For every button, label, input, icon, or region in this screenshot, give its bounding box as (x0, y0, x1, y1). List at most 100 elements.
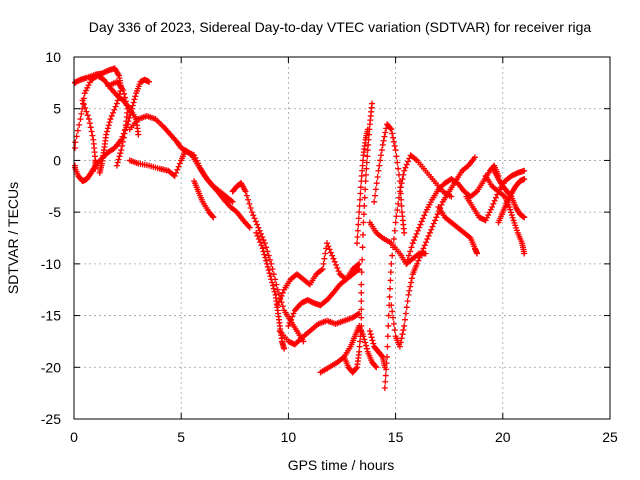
y-tick-label: -15 (41, 308, 61, 324)
data-point (357, 338, 364, 345)
data-point (259, 233, 266, 240)
data-point (79, 97, 86, 104)
data-point (355, 221, 362, 228)
data-point (413, 230, 420, 237)
data-point (358, 289, 365, 296)
data-point (78, 110, 85, 117)
data-point (264, 263, 271, 270)
data-point (247, 205, 254, 212)
data-point (358, 298, 365, 305)
data-point (385, 322, 392, 329)
series-arc-24 (463, 167, 528, 224)
data-point (329, 252, 336, 259)
data-point (263, 257, 270, 264)
data-point (404, 298, 411, 305)
data-point (360, 211, 367, 218)
data-point (260, 237, 267, 244)
grid-lines (74, 57, 610, 419)
data-point (389, 308, 396, 315)
data-point (263, 244, 270, 251)
data-point (363, 165, 370, 172)
data-point (382, 129, 389, 136)
data-point (363, 159, 370, 166)
data-point (378, 352, 385, 359)
data-point (401, 229, 408, 236)
data-point (360, 219, 367, 226)
data-point (274, 302, 281, 309)
data-point (398, 202, 405, 209)
data-point (407, 283, 414, 290)
data-point (391, 227, 398, 234)
data-point (364, 153, 371, 160)
data-point (87, 124, 94, 131)
data-point (417, 221, 424, 228)
data-point (375, 167, 382, 174)
data-point (85, 82, 92, 89)
data-point (120, 87, 127, 94)
data-point (408, 279, 415, 286)
data-point (396, 178, 403, 185)
series-arc-13 (285, 260, 363, 329)
data-point (378, 233, 385, 240)
data-point (412, 156, 419, 163)
data-point (80, 101, 87, 108)
data-point (323, 240, 330, 247)
data-point (72, 139, 79, 146)
data-point (403, 304, 410, 311)
data-point (270, 271, 277, 278)
series-arc-17 (366, 328, 388, 371)
data-point (254, 232, 261, 239)
data-point (384, 353, 391, 360)
data-point (432, 217, 439, 224)
data-point (246, 200, 253, 207)
data-point (274, 286, 281, 293)
data-point (383, 360, 390, 367)
data-point (131, 96, 138, 103)
data-point (409, 240, 416, 247)
data-point (132, 93, 139, 100)
data-point (402, 310, 409, 317)
data-point (86, 116, 93, 123)
data-point (405, 158, 412, 165)
data-point (407, 248, 414, 255)
data-point (397, 184, 404, 191)
data-point (263, 260, 270, 267)
data-point (354, 311, 361, 318)
data-point (356, 266, 363, 273)
data-point (86, 79, 93, 86)
data-point (356, 348, 363, 355)
y-axis-label: SDTVAR / TECUs (5, 182, 21, 294)
y-tick-label: 0 (53, 152, 61, 168)
data-point (369, 337, 376, 344)
data-point (419, 248, 426, 255)
data-point (228, 197, 235, 204)
data-point (268, 276, 275, 283)
series-arc-27 (495, 176, 528, 226)
data-point (187, 151, 194, 158)
data-point (122, 98, 129, 105)
data-point (412, 233, 419, 240)
data-point (384, 343, 391, 350)
data-point (270, 285, 277, 292)
data-point (104, 128, 111, 135)
data-point (386, 293, 393, 300)
series-arc-5 (105, 78, 131, 169)
data-point (358, 322, 365, 329)
data-point (507, 209, 514, 216)
data-point (390, 134, 397, 141)
data-point (487, 206, 494, 213)
data-point (373, 364, 380, 371)
data-point (356, 310, 363, 317)
data-point (433, 214, 440, 221)
data-point (334, 264, 341, 271)
y-tick-label: -10 (41, 256, 61, 272)
data-point (296, 336, 303, 343)
data-point (116, 153, 123, 160)
data-point (353, 365, 360, 372)
data-point (491, 197, 498, 204)
data-point (387, 125, 394, 132)
data-point (389, 130, 396, 137)
data-point (378, 152, 385, 159)
series-arc-15 (341, 100, 376, 376)
data-point (258, 242, 265, 249)
